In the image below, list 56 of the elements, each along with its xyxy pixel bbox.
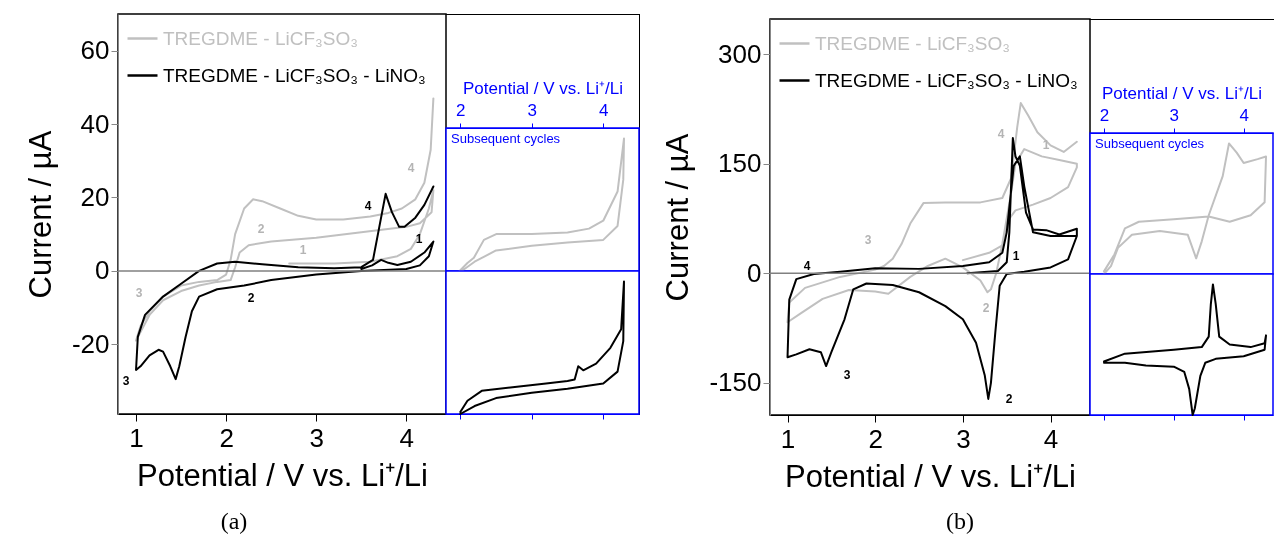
annotation: 4 [407,161,415,175]
x-axis-title: Potential / V vs. Li⁺/Li [785,458,1076,494]
text: (a) [220,508,248,535]
y-tick-label: 0 [95,255,110,286]
line-series [135,97,435,342]
x-tick-label: 4 [1239,105,1249,125]
annotation: 1 [415,232,423,246]
y-tick-label: 60 [80,35,110,66]
y-axis-title: Current / µA [22,130,58,299]
annotation: Subsequent cycles [451,131,561,146]
y-tick-label: -20 [71,328,110,359]
x-tick-label: 2 [456,100,466,120]
x-tick-label: 3 [527,100,538,120]
annotation: 2 [247,291,255,305]
x-tick-label: 3 [309,422,324,453]
y-axis-title: Current / µA [660,133,696,302]
x-axis-title: Potential / V vs. Li⁺/Li [137,457,428,493]
x-tick-label: 4 [599,100,609,120]
x-tick-label: 1 [129,422,144,453]
annotation: 2 [1005,392,1013,406]
annotation: 1 [1042,138,1050,152]
y-tick-label: 300 [718,38,762,69]
annotation: 3 [864,233,872,247]
x-tick-label: 4 [1043,423,1059,454]
text: (b) [946,508,974,535]
annotation: 3 [843,368,851,382]
x-tick-label: 2 [1099,105,1110,125]
x-axis-title: Potential / V vs. Li⁺/Li [462,78,624,98]
legend-label: TREGDME - LiCF₃SO₃ [815,32,1010,54]
x-axis-title: Potential / V vs. Li⁺/Li [1101,83,1263,103]
annotation: 1 [299,243,307,257]
annotation: 4 [997,127,1005,141]
annotation: 4 [364,199,372,213]
legend-label: TREGDME - LiCF₃SO₃ [163,27,358,49]
y-tick-label: 150 [718,148,762,179]
y-tick-label: 0 [747,257,762,288]
x-tick-label: 3 [1169,105,1180,125]
line-series [135,185,435,381]
x-tick-label: 2 [219,422,234,453]
legend-label: TREGDME - LiCF₃SO₃ - LiNO₃ [815,69,1078,91]
annotation: 3 [135,286,143,300]
y-tick-label: -150 [709,367,762,398]
annotation: 2 [982,301,990,315]
x-tick-label: 4 [399,422,415,453]
y-tick-label: 20 [80,181,110,212]
annotation: Subsequent cycles [1095,136,1205,151]
y-tick-label: 40 [80,108,110,139]
legend-label: TREGDME - LiCF₃SO₃ - LiNO₃ [163,64,426,86]
x-tick-label: 3 [956,423,971,454]
x-tick-label: 2 [868,423,883,454]
annotation: 3 [122,374,130,388]
x-tick-label: 1 [780,423,796,454]
line-series [786,102,1078,324]
annotation: 2 [257,222,265,236]
annotation: 1 [1012,249,1020,263]
annotation: 4 [803,259,811,273]
